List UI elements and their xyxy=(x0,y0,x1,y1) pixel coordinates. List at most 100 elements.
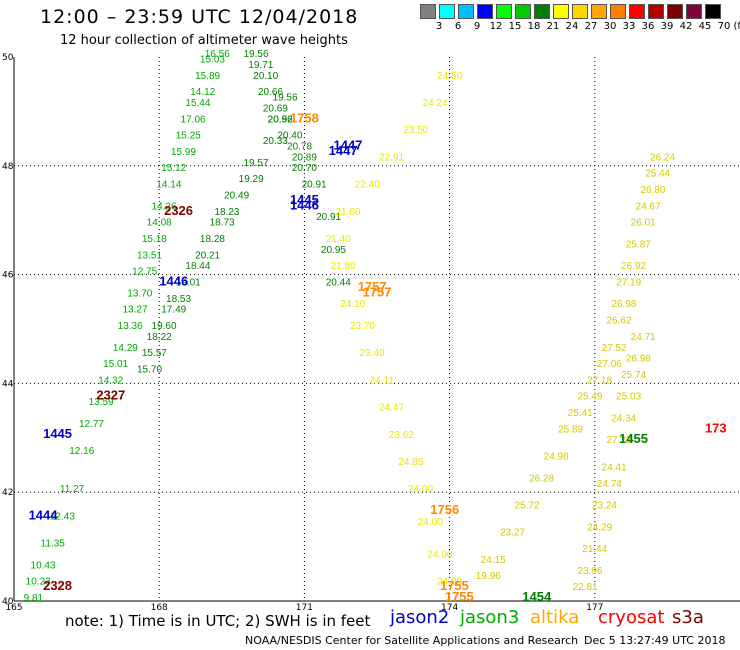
pass-time-label: 1446 xyxy=(159,273,188,288)
wave-height-value: 24.15 xyxy=(481,555,506,566)
wave-height-value: 14.14 xyxy=(156,180,181,191)
pass-time-label: 1455 xyxy=(619,431,648,446)
wave-height-value: 27.06 xyxy=(597,359,622,370)
wave-height-value: 20.69 xyxy=(263,103,288,114)
map-title: 12:00 – 23:59 UTC 12/04/2018 xyxy=(40,6,359,28)
wave-height-value: 10.43 xyxy=(31,560,56,571)
wave-height-value: 11.27 xyxy=(60,484,85,495)
wave-height-value: 20.89 xyxy=(292,152,317,163)
wave-height-value: 9.81 xyxy=(24,593,44,604)
wave-height-value: 13.36 xyxy=(118,321,143,332)
satellite-s3a: s3a xyxy=(672,607,704,628)
wave-height-value: 25.89 xyxy=(558,424,583,435)
wave-height-value: 24.74 xyxy=(597,479,622,490)
wave-height-value: 20.33 xyxy=(263,136,288,147)
wave-height-value: 20.66 xyxy=(258,87,283,98)
scale-label: 3 xyxy=(435,21,443,32)
longitude-tick-label: 168 xyxy=(151,603,168,613)
wave-height-value: 19.57 xyxy=(243,158,268,169)
wave-height-value: 24.47 xyxy=(379,403,404,414)
wave-height-value: 26.62 xyxy=(606,316,631,327)
scale-swatch xyxy=(705,4,721,19)
wave-height-value: 23.50 xyxy=(403,125,428,136)
wave-height-value: 25.87 xyxy=(626,239,651,250)
wave-height-value: 15.44 xyxy=(185,98,210,109)
pass-time-label: 1445 xyxy=(43,426,72,441)
latitude-tick-label: 48 xyxy=(2,162,14,172)
wave-height-value: 24.29 xyxy=(587,522,612,533)
scale-label: 42 xyxy=(679,21,693,32)
wave-height-value: 14.08 xyxy=(147,218,172,229)
wave-height-value: 25.03 xyxy=(616,392,641,403)
wave-height-value: 19.60 xyxy=(152,321,177,332)
wave-height-value: 23.96 xyxy=(577,566,602,577)
scale-swatch xyxy=(667,4,683,19)
wave-height-value: 25.74 xyxy=(621,370,646,381)
wave-height-value: 19.56 xyxy=(243,49,268,60)
wave-height-value: 25.49 xyxy=(577,392,602,403)
wave-height-value: 14.32 xyxy=(98,375,123,386)
scale-label: 21 xyxy=(546,21,560,32)
wave-height-value: 23.27 xyxy=(500,528,525,539)
wave-height-value: 25.72 xyxy=(515,501,540,512)
wave-height-value: 26.01 xyxy=(631,218,656,229)
scale-swatch xyxy=(648,4,664,19)
wave-height-value: 24.98 xyxy=(544,452,569,463)
scale-swatch xyxy=(439,4,455,19)
scale-swatch xyxy=(477,4,493,19)
generation-timestamp: Dec 5 13:27:49 UTC 2018 xyxy=(584,634,726,647)
wave-height-value: 15.70 xyxy=(137,365,162,376)
wave-height-value: 21.80 xyxy=(331,261,356,272)
wave-height-value: 19.71 xyxy=(248,60,273,71)
latitude-tick-label: 44 xyxy=(2,379,14,389)
wave-height-value: 22.81 xyxy=(573,582,598,593)
wave-height-value: 20.40 xyxy=(277,131,302,142)
satellite-jason3: jason3 xyxy=(460,607,520,628)
wave-height-value: 17.49 xyxy=(161,305,186,316)
wave-height-value: 24.41 xyxy=(602,462,627,473)
pass-time-label: 1454 xyxy=(522,589,552,604)
scale-swatch xyxy=(629,4,645,19)
scale-unit: (ft) xyxy=(733,21,740,32)
pass-time-label: 1756 xyxy=(430,502,459,517)
wave-height-value: 15.18 xyxy=(142,234,167,245)
pass-time-label: 173 xyxy=(705,420,727,435)
wave-height-value: 20.21 xyxy=(195,250,220,261)
wave-height-value: 26.98 xyxy=(611,299,636,310)
wave-height-value: 26.28 xyxy=(529,473,554,484)
scale-swatch xyxy=(610,4,626,19)
footer-note: note: 1) Time is in UTC; 2) SWH is in fe… xyxy=(65,612,371,630)
scale-label: 12 xyxy=(489,21,503,32)
wave-height-value: 21.40 xyxy=(326,234,351,245)
wave-height-value: 20.92 xyxy=(268,114,293,125)
pass-time-label: 2326 xyxy=(164,203,193,218)
wave-height-value: 24.34 xyxy=(611,413,636,424)
scale-label: 27 xyxy=(584,21,598,32)
wave-height-value: 24.85 xyxy=(398,457,423,468)
wave-height-value: 15.01 xyxy=(103,359,128,370)
latitude-tick-label: 40 xyxy=(2,597,14,607)
scale-swatch xyxy=(458,4,474,19)
wave-height-value: 22.40 xyxy=(355,180,380,191)
wave-height-value: 13.59 xyxy=(89,397,114,408)
scale-label: 6 xyxy=(454,21,462,32)
wave-height-value: 24.00 xyxy=(408,484,433,495)
wave-height-value: 16.56 xyxy=(205,49,230,60)
pass-time-label: 1444 xyxy=(29,507,59,522)
wave-height-value: 20.78 xyxy=(287,141,312,152)
wave-height-value: 12.43 xyxy=(50,511,75,522)
map-subtitle: 12 hour collection of altimeter wave hei… xyxy=(60,33,348,48)
wave-height-value: 19.96 xyxy=(476,571,501,582)
wave-height-value: 12.77 xyxy=(79,419,104,430)
scale-swatch xyxy=(553,4,569,19)
wave-height-value: 22.91 xyxy=(379,152,404,163)
pass-time-label: 1755 xyxy=(445,589,474,604)
wave-height-value: 15.89 xyxy=(195,71,220,82)
wave-height-value: 14.29 xyxy=(113,343,138,354)
scale-swatch xyxy=(496,4,512,19)
satellite-jason2: jason2 xyxy=(390,607,450,628)
wave-height-value: 25.44 xyxy=(645,169,670,180)
wave-height-value: 11.35 xyxy=(41,539,66,550)
wave-height-value: 24.50 xyxy=(437,71,462,82)
scale-label: 9 xyxy=(473,21,481,32)
